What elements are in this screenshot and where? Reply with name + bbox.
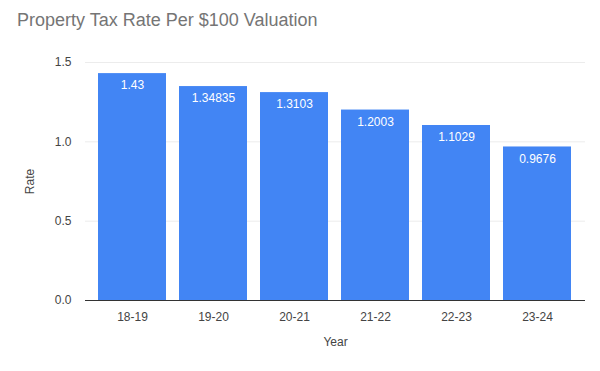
svg-text:0.0: 0.0 — [55, 293, 72, 307]
svg-text:Year: Year — [323, 335, 347, 349]
svg-text:23-24: 23-24 — [522, 310, 553, 324]
svg-text:0.5: 0.5 — [55, 214, 72, 228]
html-text:Property Tax Rate Per $100 Val: Property Tax Rate Per $100 Valuation — [17, 10, 318, 30]
svg-text:1.0: 1.0 — [55, 135, 72, 149]
svg-text:19-20: 19-20 — [198, 310, 229, 324]
svg-text:0.9676: 0.9676 — [519, 152, 556, 166]
svg-text:1.5: 1.5 — [55, 55, 72, 69]
svg-text:1.43: 1.43 — [121, 78, 145, 92]
svg-text:1.1029: 1.1029 — [438, 130, 475, 144]
svg-text:18-19: 18-19 — [117, 310, 148, 324]
svg-text:1.34835: 1.34835 — [192, 91, 236, 105]
svg-text:Rate: Rate — [23, 169, 37, 195]
svg-text:21-22: 21-22 — [360, 310, 391, 324]
svg-text:22-23: 22-23 — [441, 310, 472, 324]
svg-text:1.2003: 1.2003 — [357, 115, 394, 129]
svg-text:1.3103: 1.3103 — [276, 97, 313, 111]
svg-text:20-21: 20-21 — [279, 310, 310, 324]
